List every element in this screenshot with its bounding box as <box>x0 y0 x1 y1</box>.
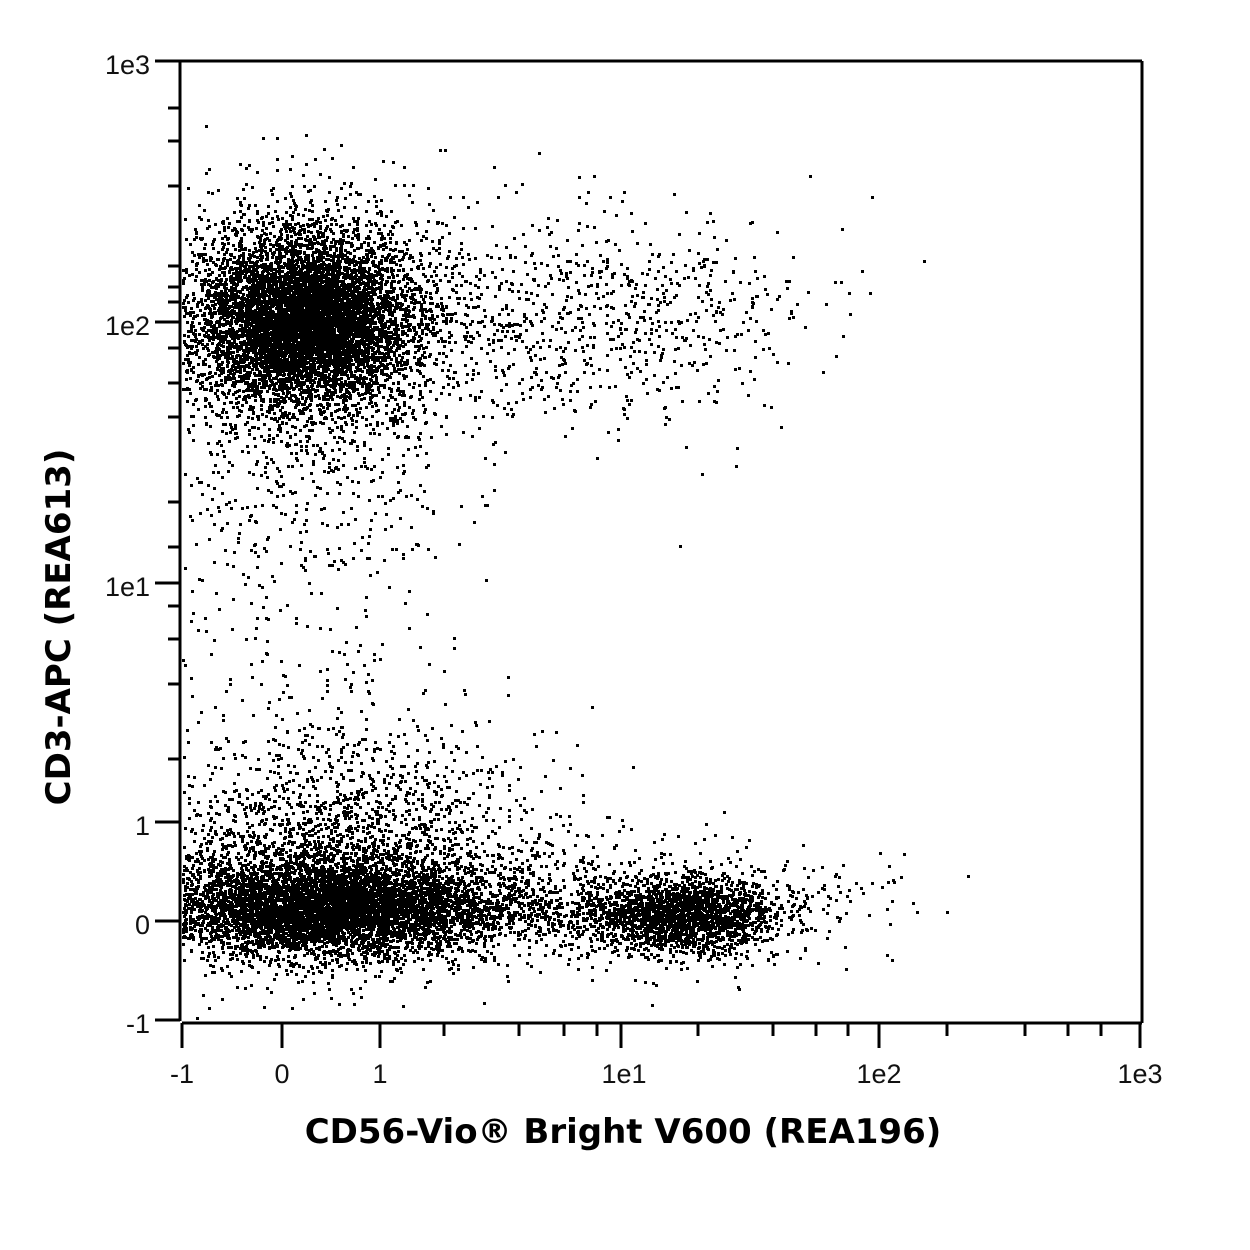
x-tick-labels: -1 0 1 1e1 1e2 1e3 <box>170 1059 1163 1089</box>
x-tick-label-1e2: 1e2 <box>856 1059 901 1089</box>
scatter-dots <box>182 125 970 1020</box>
y-tick-label-0: 0 <box>135 910 150 940</box>
y-tick-labels: 1e3 1e2 1e1 1 0 -1 <box>105 50 150 1039</box>
x-tick-label-0: 0 <box>274 1059 289 1089</box>
y-tick-label-minus1: -1 <box>126 1009 150 1039</box>
x-axis-ticks <box>180 1023 1142 1048</box>
y-axis-title: CD3-APC (REA613) <box>39 449 79 806</box>
y-tick-label-1e2: 1e2 <box>105 311 150 341</box>
y-axis-ticks <box>155 59 180 1022</box>
y-tick-label-1e1: 1e1 <box>105 572 150 602</box>
x-tick-label-1: 1 <box>372 1059 387 1089</box>
plot-frame <box>170 59 1144 1025</box>
y-tick-label-1: 1 <box>135 811 150 841</box>
x-tick-label-1e1: 1e1 <box>601 1059 646 1089</box>
x-axis-title: CD56-Vio® Bright V600 (REA196) <box>305 1112 942 1152</box>
x-tick-label-1e3: 1e3 <box>1117 1059 1162 1089</box>
x-tick-label-minus1: -1 <box>170 1059 194 1089</box>
y-tick-label-1e3: 1e3 <box>105 50 150 80</box>
